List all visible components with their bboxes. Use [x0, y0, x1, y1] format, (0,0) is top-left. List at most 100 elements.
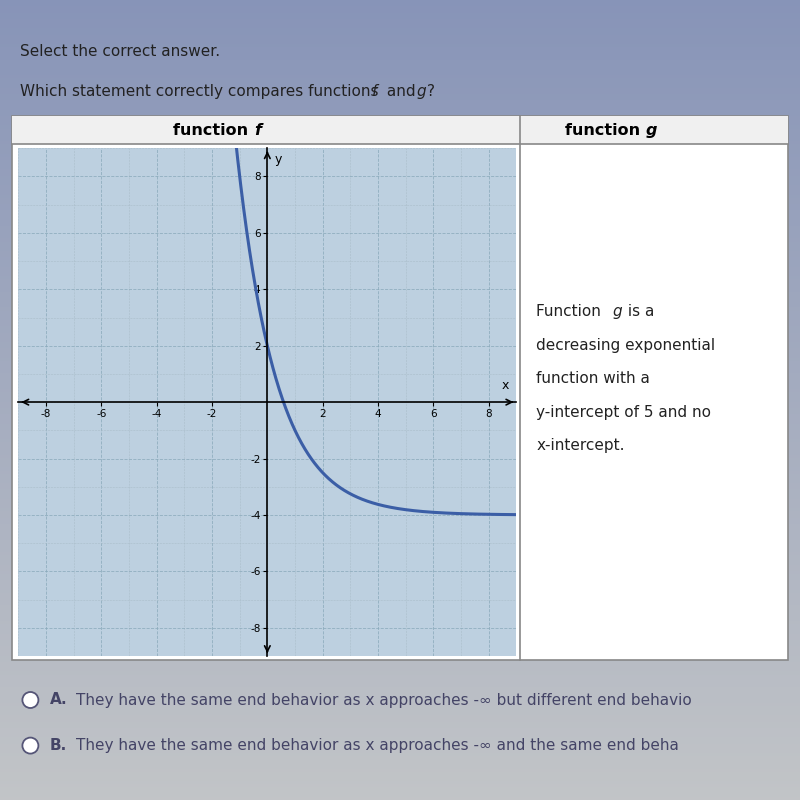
- Bar: [0, 166, 800, 170]
- Bar: [0, 490, 800, 493]
- Bar: [0, 518, 800, 521]
- Bar: [0, 307, 800, 310]
- Bar: [0, 640, 800, 643]
- Bar: [0, 436, 800, 439]
- Bar: [0, 408, 800, 411]
- Bar: [0, 301, 800, 304]
- Bar: [0, 449, 800, 452]
- Bar: [0, 214, 800, 217]
- Bar: [0, 251, 800, 254]
- Bar: [0, 19, 800, 22]
- Bar: [0, 461, 800, 464]
- Bar: [0, 292, 800, 295]
- Bar: [0, 94, 800, 98]
- Bar: [0, 508, 800, 511]
- Bar: [0, 310, 800, 314]
- Bar: [0, 398, 800, 402]
- Bar: [0, 377, 800, 380]
- Circle shape: [22, 692, 38, 708]
- Bar: [0, 263, 800, 266]
- Bar: [0, 182, 800, 185]
- Bar: [0, 784, 800, 787]
- Text: g: g: [417, 84, 426, 99]
- Bar: [0, 646, 800, 650]
- Bar: [0, 446, 800, 449]
- Bar: [0, 258, 800, 260]
- Bar: [0, 78, 800, 82]
- Bar: [0, 624, 800, 627]
- Bar: [0, 176, 800, 179]
- Bar: [0, 276, 800, 279]
- Bar: [0, 170, 800, 173]
- Bar: [0, 47, 800, 50]
- Bar: [0, 98, 800, 100]
- Bar: [0, 630, 800, 634]
- Bar: [0, 762, 800, 766]
- Bar: [0, 558, 800, 562]
- Bar: [0, 772, 800, 775]
- Bar: [0, 194, 800, 198]
- Bar: [0, 797, 800, 800]
- Bar: [0, 621, 800, 624]
- Bar: [0, 100, 800, 103]
- Bar: [0, 273, 800, 276]
- Bar: [0, 694, 800, 697]
- Bar: [0, 480, 800, 483]
- Bar: [0, 442, 800, 446]
- Bar: [0, 113, 800, 116]
- Bar: [0, 358, 800, 361]
- Bar: [0, 336, 800, 339]
- Bar: [0, 612, 800, 615]
- Bar: [0, 54, 800, 57]
- Bar: [0, 179, 800, 182]
- Bar: [0, 643, 800, 646]
- Bar: [0, 486, 800, 490]
- Bar: [0, 110, 800, 113]
- Bar: [0, 746, 800, 750]
- Bar: [0, 374, 800, 377]
- Bar: [0, 596, 800, 599]
- Bar: [0, 304, 800, 307]
- Bar: [0, 119, 800, 122]
- Bar: [0, 382, 800, 386]
- Bar: [0, 697, 800, 700]
- Bar: [0, 207, 800, 210]
- Text: x: x: [502, 379, 509, 392]
- Bar: [0, 282, 800, 286]
- Bar: [0, 775, 800, 778]
- Bar: [0, 499, 800, 502]
- Text: Function: Function: [536, 304, 606, 319]
- Bar: [0, 150, 800, 154]
- Bar: [0, 715, 800, 718]
- Text: decreasing exponential: decreasing exponential: [536, 338, 715, 353]
- Bar: [0, 426, 800, 430]
- Bar: [0, 555, 800, 558]
- Bar: [0, 606, 800, 609]
- Bar: [0, 314, 800, 317]
- Bar: [0, 348, 800, 351]
- Text: x-intercept.: x-intercept.: [536, 438, 625, 454]
- Bar: [0, 191, 800, 194]
- Bar: [0, 578, 800, 580]
- Bar: [0, 618, 800, 621]
- Bar: [0, 411, 800, 414]
- Bar: [0, 740, 800, 743]
- Bar: [0, 298, 800, 301]
- Bar: [0, 229, 800, 232]
- Text: Select the correct answer.: Select the correct answer.: [20, 44, 220, 59]
- Bar: [0, 25, 800, 28]
- Text: B.: B.: [50, 738, 67, 753]
- Bar: [0, 405, 800, 408]
- Bar: [0, 69, 800, 72]
- Bar: [0, 659, 800, 662]
- Bar: [0, 367, 800, 370]
- Bar: [0, 323, 800, 326]
- Bar: [0, 245, 800, 248]
- Bar: [0, 106, 800, 110]
- Bar: [0, 769, 800, 772]
- Bar: [0, 122, 800, 126]
- Bar: [0, 395, 800, 398]
- Bar: [0, 286, 800, 289]
- Text: function with a: function with a: [536, 371, 650, 386]
- Bar: [0, 738, 800, 740]
